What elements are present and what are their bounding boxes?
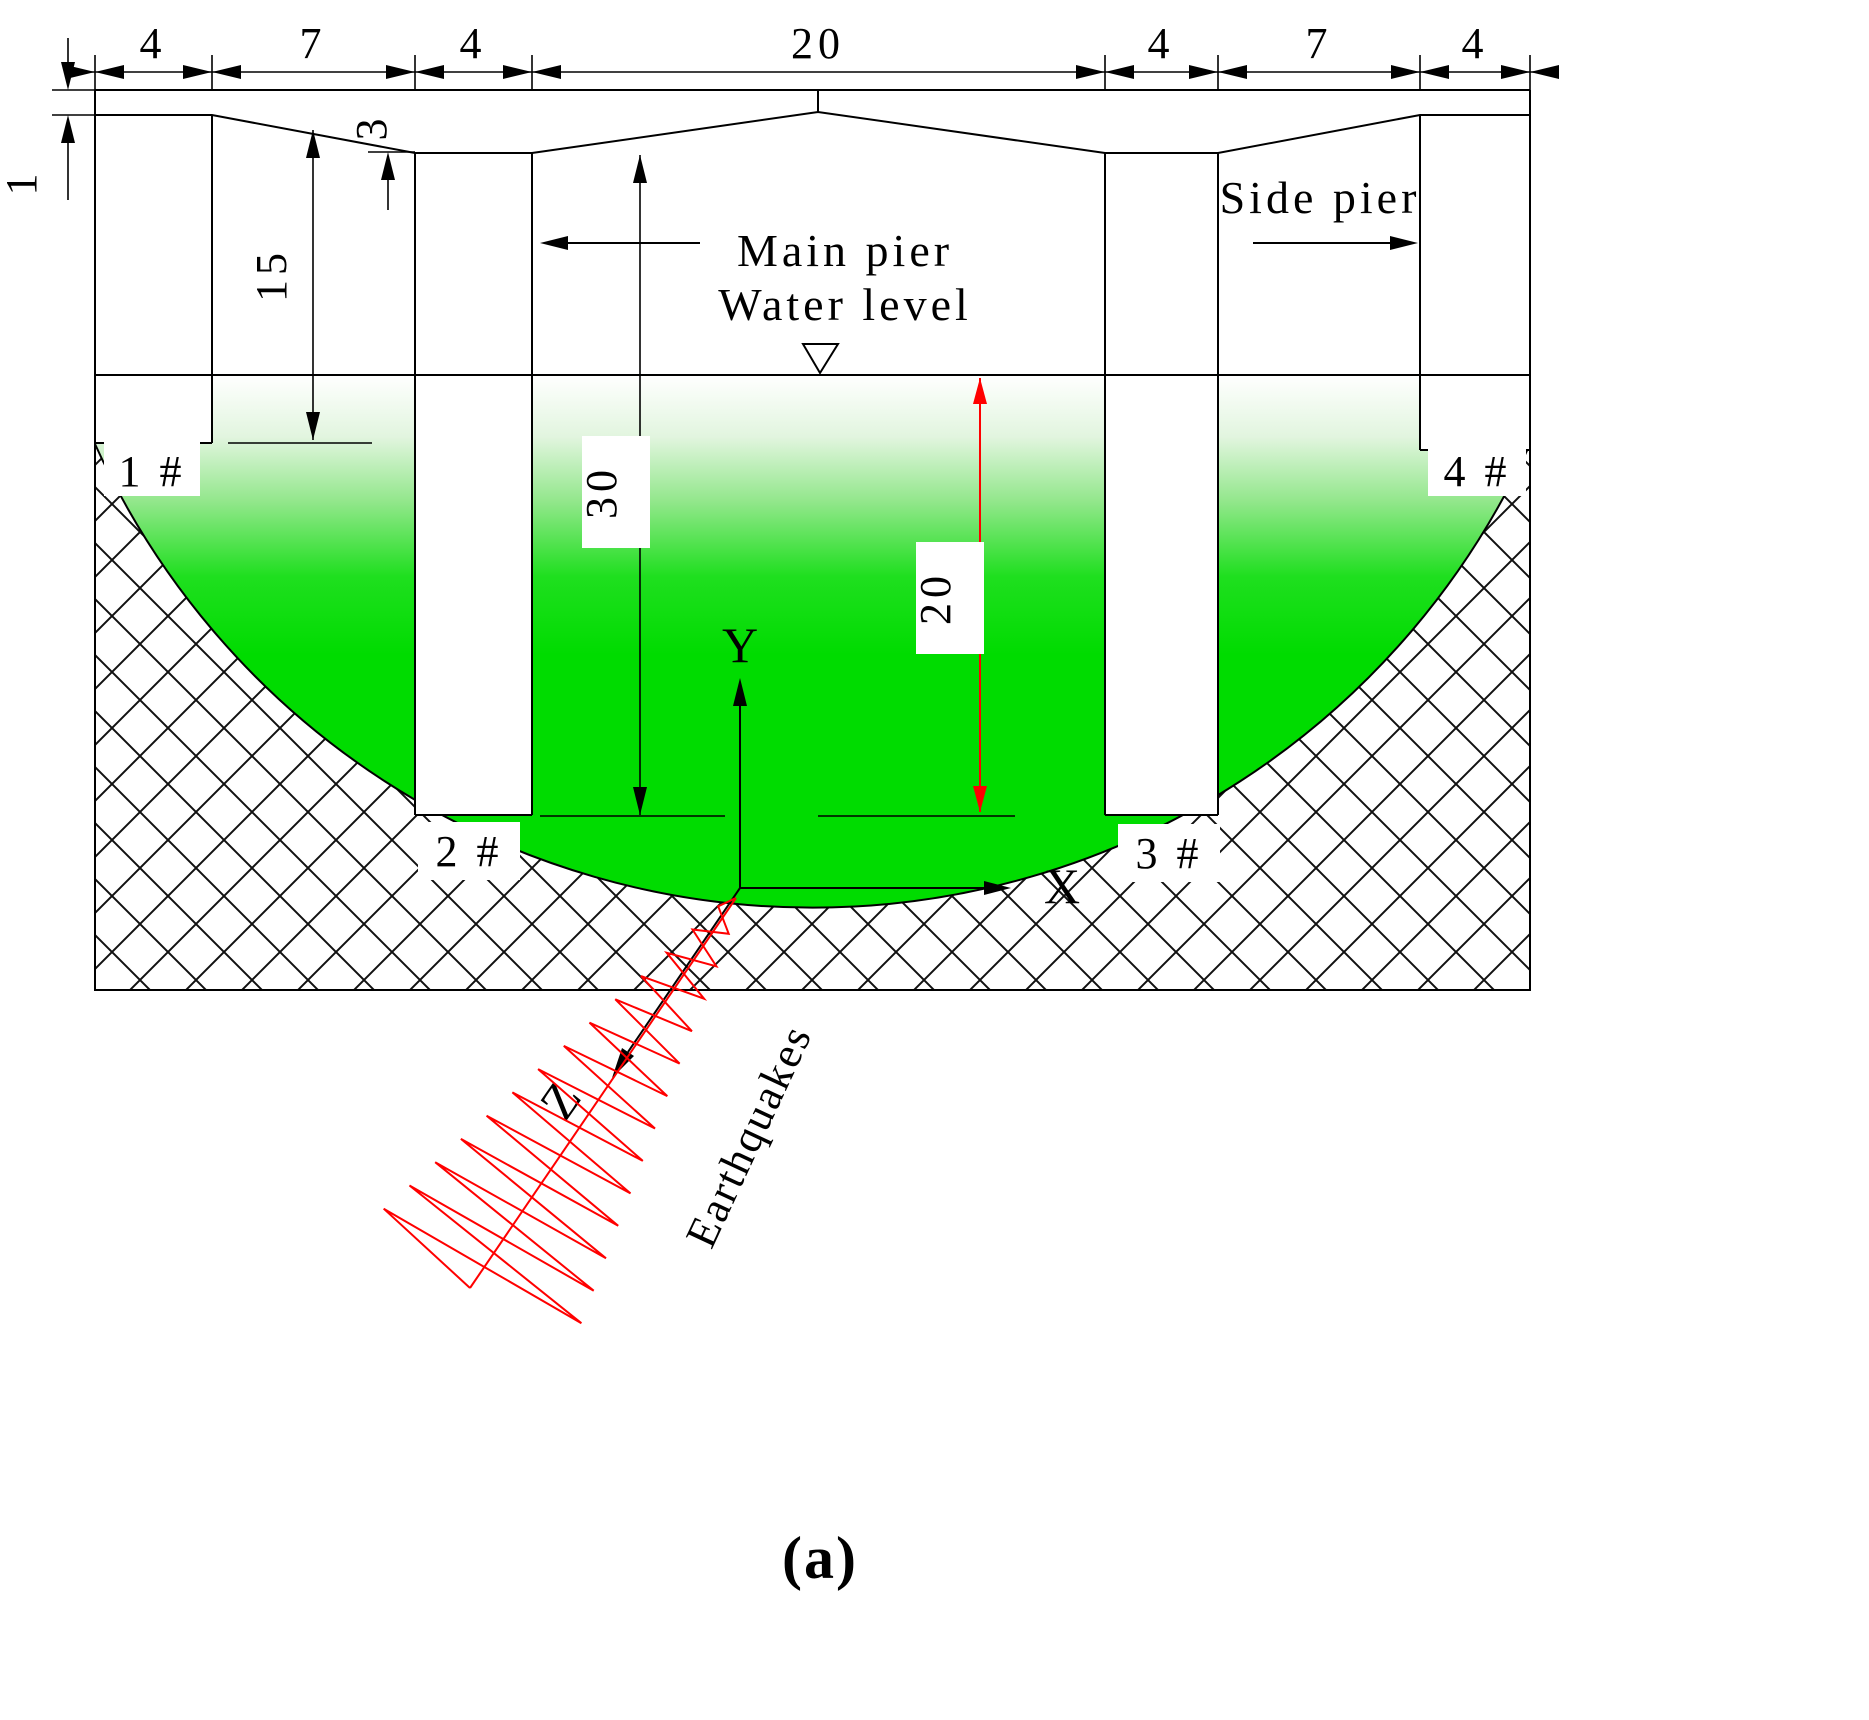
side-pier-4-column <box>1420 115 1530 450</box>
side-pier-label: Side pier <box>1220 172 1421 223</box>
dim-label-top-2: 7 <box>300 19 327 68</box>
pier-1-label: 1 # <box>119 447 186 496</box>
dim-label-thirty: 30 <box>577 465 626 519</box>
dim-water-depth: 20 <box>818 378 1015 817</box>
dim-girder-end-depth: 1 <box>0 38 95 200</box>
earthquakes-label: Earthquakes <box>676 1017 822 1255</box>
dim-label-top-1: 4 <box>140 19 167 68</box>
main-pier-arrow-icon <box>540 236 568 250</box>
pier-4-label: 4 # <box>1444 447 1511 496</box>
side-pier-arrow-icon <box>1390 236 1418 250</box>
earthquake-zigzag <box>383 897 737 1325</box>
dim-label-fifteen: 15 <box>247 248 296 302</box>
water-level-nabla-icon <box>801 343 840 375</box>
dim-label-top-6: 7 <box>1306 19 1333 68</box>
girder-outline <box>94 89 1531 991</box>
y-axis-label: Y <box>722 617 758 673</box>
dim-label-top-5: 4 <box>1148 19 1175 68</box>
callouts: Main pier Water level Side pier <box>540 172 1421 330</box>
x-axis-label: X <box>1044 858 1080 914</box>
side-pier-1-column <box>95 115 212 443</box>
dim-main-pier-height: 30 <box>540 155 725 817</box>
dim-label-top-4: 20 <box>791 19 845 68</box>
dim-label-top-7: 4 <box>1462 19 1489 68</box>
dim-label-twenty: 20 <box>911 571 960 625</box>
dim-girder-pier-depth: 3 <box>347 114 415 210</box>
earthquake-axis-line <box>469 897 737 1289</box>
dim-label-one: 1 <box>0 169 46 196</box>
main-pier-label: Main pier <box>737 225 953 276</box>
x-axis-arrow-icon <box>984 881 1011 895</box>
pier-3-label: 3 # <box>1136 829 1203 878</box>
dim-label-three: 3 <box>347 114 396 141</box>
water-level-label: Water level <box>718 279 972 330</box>
pier-2-label: 2 # <box>436 827 503 876</box>
main-pier-3-column <box>1105 153 1218 815</box>
top-dimension-row: 4 7 4 20 4 7 4 <box>66 19 1559 90</box>
figure-caption: (a) <box>782 1525 858 1591</box>
dim-side-pier-height: 15 <box>228 130 372 444</box>
dim-label-top-3: 4 <box>460 19 487 68</box>
main-pier-2-column <box>415 153 532 815</box>
y-axis-arrow-icon <box>733 678 747 706</box>
pier-labels: 1 # 2 # 3 # 4 # <box>104 442 1526 882</box>
